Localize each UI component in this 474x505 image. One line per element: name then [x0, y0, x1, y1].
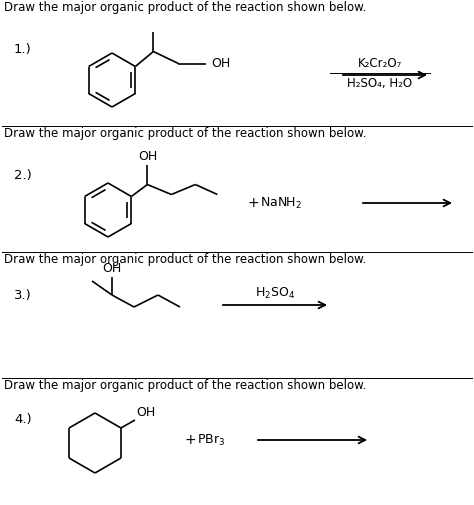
Text: PBr$_3$: PBr$_3$ — [197, 432, 225, 447]
Text: +: + — [248, 196, 260, 210]
Text: NaNH$_2$: NaNH$_2$ — [260, 195, 302, 211]
Text: H$_2$SO$_4$: H$_2$SO$_4$ — [255, 286, 295, 301]
Text: +: + — [185, 433, 197, 447]
Text: 3.): 3.) — [14, 288, 32, 301]
Text: OH: OH — [211, 57, 231, 70]
Text: Draw the major organic product of the reaction shown below.: Draw the major organic product of the re… — [4, 127, 366, 140]
Text: Draw the major organic product of the reaction shown below.: Draw the major organic product of the re… — [4, 253, 366, 266]
Text: 4.): 4.) — [14, 414, 32, 427]
Text: H₂SO₄, H₂O: H₂SO₄, H₂O — [347, 77, 412, 90]
Text: OH: OH — [102, 262, 122, 275]
Text: OH: OH — [136, 406, 155, 419]
Text: Draw the major organic product of the reaction shown below.: Draw the major organic product of the re… — [4, 1, 366, 14]
Text: 2.): 2.) — [14, 169, 32, 181]
Text: K₂Cr₂O₇: K₂Cr₂O₇ — [358, 57, 402, 70]
Text: Draw the major organic product of the reaction shown below.: Draw the major organic product of the re… — [4, 379, 366, 392]
Text: 1.): 1.) — [14, 43, 32, 57]
Text: OH: OH — [138, 149, 157, 163]
